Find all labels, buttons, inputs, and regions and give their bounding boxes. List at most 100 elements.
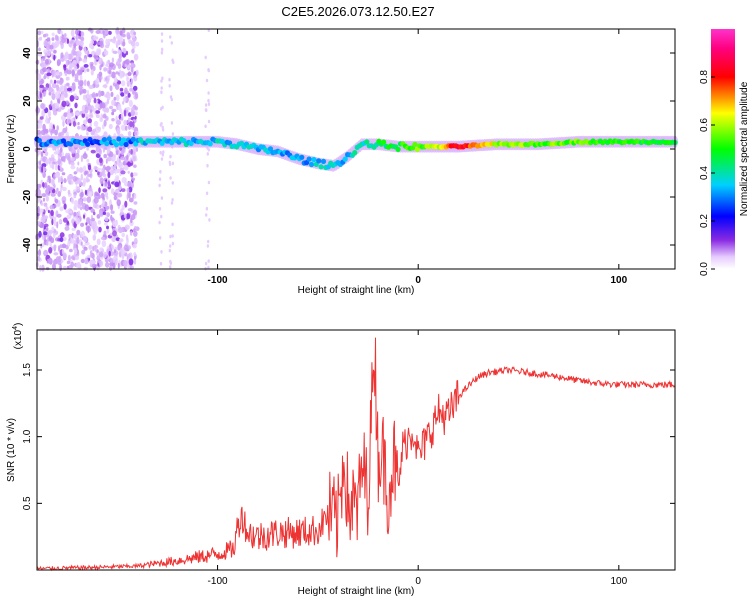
spectrogram-noise-cell: [120, 92, 125, 97]
spectrogram-noise-cell: [111, 57, 115, 63]
spectrogram-ridge-cell: [113, 142, 119, 148]
spectrogram-noise-cell: [65, 126, 68, 132]
spectrogram-noise-cell: [75, 255, 79, 261]
spectrogram-noise-cell: [74, 102, 78, 109]
spectrogram-noise-cell: [125, 73, 128, 77]
spectrogram-noise-cell: [122, 97, 127, 103]
spectrogram-noise-cell: [207, 68, 210, 72]
spectrogram-noise-cell: [126, 81, 132, 86]
spectrogram-noise-cell: [89, 122, 93, 127]
spectrogram-ridge-cell: [320, 158, 327, 164]
spectrogram-noise-cell: [135, 41, 140, 47]
spectrogram-noise-cell: [49, 79, 53, 84]
spectrogram-noise-cell: [67, 240, 71, 248]
spectrogram-noise-cell: [80, 31, 84, 36]
spectrogram-noise-cell: [39, 36, 43, 41]
spectrogram-noise-cell: [44, 58, 49, 65]
spectrogram-noise-cell: [129, 87, 134, 92]
spectrogram-panel: -100 0 100 -40 -20 0 20 40 Height of straight l…: [6, 26, 678, 296]
spectrogram-noise-cell: [81, 112, 86, 118]
spectrogram-noise-cell: [83, 246, 88, 251]
spectrogram-noise-cell: [158, 220, 161, 225]
spectrogram-ridge-cell: [104, 141, 110, 147]
spectrogram-noise-cell: [76, 237, 80, 245]
spectrogram-noise-cell: [96, 167, 101, 171]
spectrogram-noise-cell: [109, 85, 113, 92]
spectrogram-noise-cell: [67, 108, 71, 113]
spectrogram-noise-cell: [54, 40, 60, 48]
spectrogram-noise-cell: [96, 249, 99, 253]
spectrogram-noise-cell: [74, 73, 79, 81]
spectrogram-noise-cell: [90, 93, 96, 98]
spectrogram-noise-cell: [130, 62, 134, 69]
spectrogram-noise-cell: [37, 53, 43, 57]
spectrogram-noise-cell: [133, 164, 137, 168]
spectrogram-ridge-cell: [395, 146, 401, 152]
spectrogram-noise-cell: [207, 180, 211, 185]
spectrogram-noise-cell: [86, 158, 90, 163]
spectrogram-noise-cell: [35, 107, 41, 114]
colorbar-tick-label: 0.0: [699, 262, 710, 276]
spectrogram-noise-cell: [111, 108, 117, 113]
spectrogram-noise-cell: [70, 148, 76, 154]
spectrogram-noise-cell: [104, 191, 109, 198]
spectrogram-ridge-cell: [130, 136, 136, 142]
spectrogram-noise-cell: [53, 79, 57, 84]
spectrogram-noise-cell: [77, 210, 81, 217]
spectrogram-noise-cell: [130, 34, 136, 39]
spectrogram-noise-cell: [208, 218, 211, 222]
spectrogram-noise-cell: [77, 80, 81, 86]
spectrogram-noise-cell: [122, 47, 126, 53]
spectrogram-noise-cell: [122, 41, 126, 47]
spectrogram-noise-cell: [59, 86, 64, 91]
spectrogram-noise-cell: [103, 28, 109, 35]
spectrogram-noise-cell: [170, 121, 174, 125]
spectrogram-noise-cell: [43, 231, 48, 236]
spectrogram-noise-cell: [48, 187, 54, 191]
spectrogram-noise-cell: [105, 262, 110, 268]
spectrogram-noise-cell: [106, 165, 111, 170]
spectrogram-noise-cell: [118, 158, 121, 164]
spectrogram-noise-cell: [98, 57, 103, 65]
spectrogram-noise-cell: [133, 201, 138, 205]
spectrogram-noise-cell: [171, 132, 175, 136]
spectrogram-noise-cell: [62, 217, 68, 223]
spectrogram-noise-cell: [89, 249, 93, 257]
spectrogram-noise-cell: [121, 80, 126, 87]
spectrogram-noise-cell: [171, 241, 175, 246]
spectrogram-noise-cell: [115, 28, 120, 35]
spectrogram-noise-cell: [105, 107, 110, 113]
spectrogram-noise-cell: [133, 31, 137, 36]
spectrogram-noise-cell: [45, 227, 49, 232]
spectrogram-noise-cell: [162, 150, 165, 154]
spectrogram-noise-cell: [82, 153, 88, 159]
spectrogram-noise-cell: [205, 213, 208, 217]
snr-series-line: [36, 337, 676, 572]
spectrogram-noise-cell: [93, 54, 99, 59]
spectrogram-noise-cell: [38, 230, 42, 238]
spectrogram-noise-cell: [78, 198, 80, 205]
spectrogram-noise-cell: [82, 88, 87, 94]
spectrogram-noise-cell: [204, 261, 208, 266]
spectrogram-noise-cell: [60, 31, 64, 35]
spectrogram-noise-cell: [132, 85, 138, 91]
spectrogram-noise-cell: [71, 197, 74, 204]
spectrogram-noise-cell: [47, 175, 51, 180]
spectrogram-noise-cell: [91, 217, 95, 222]
spectrogram-noise-cell: [99, 40, 104, 46]
spectrogram-noise-cell: [77, 121, 80, 126]
spectrogram-noise-cell: [124, 125, 128, 131]
spectrogram-noise-cell: [80, 241, 83, 246]
spectrogram-noise-cell: [95, 153, 101, 159]
spectrogram-noise-cell: [84, 204, 90, 212]
spectrogram-noise-cell: [45, 158, 51, 164]
spectrogram-noise-cell: [126, 154, 129, 161]
spectrogram-noise-cell: [121, 204, 125, 211]
spectrogram-noise-cell: [59, 244, 63, 249]
spectrogram-noise-cell: [68, 233, 72, 239]
spectrogram-noise-cell: [122, 33, 126, 38]
spectrogram-noise-cell: [207, 259, 210, 263]
spectrogram-noise-cell: [169, 154, 172, 159]
spectrogram-noise-cell: [93, 120, 99, 127]
spectrogram-noise-cell: [112, 37, 116, 44]
